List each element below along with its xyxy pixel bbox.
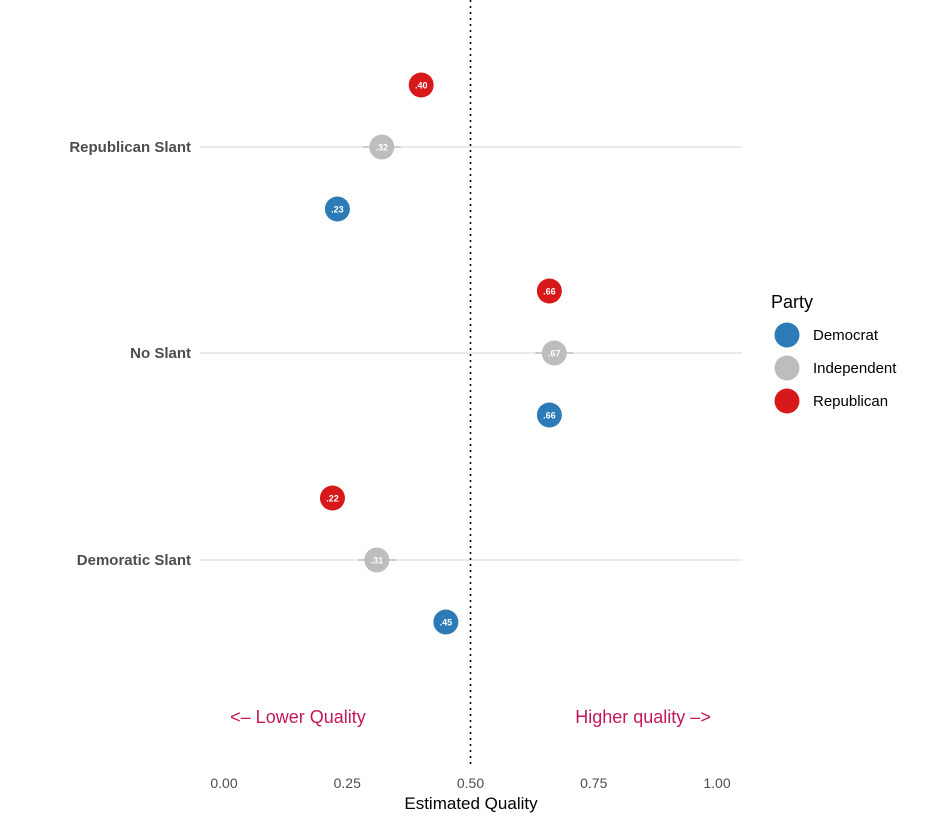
point-label-republican-1: .66 [543,287,556,297]
point-democrat-2 [433,609,459,635]
x-tick-0: 0.00 [210,775,237,791]
legend-label-independent: Independent [813,360,897,377]
y-label-1: No Slant [130,345,191,362]
legend-swatch-republican [774,388,800,414]
point-independent-0 [369,134,395,160]
point-label-independent-1: .67 [548,349,561,359]
point-independent-2 [364,547,390,573]
point-label-democrat-2: .45 [440,618,453,628]
x-tick-1: 0.25 [334,775,361,791]
point-republican-2 [319,485,345,511]
x-tick-3: 0.75 [580,775,607,791]
legend-label-democrat: Democrat [813,327,879,344]
x-axis-ticks: 0.00 0.25 0.50 0.75 1.00 [210,775,730,791]
point-independent-1 [541,340,567,366]
point-republican-1 [536,278,562,304]
annotations: <– Lower Quality Higher quality –> [230,707,711,727]
point-label-independent-0: .32 [376,143,389,153]
legend-title: Party [771,292,813,312]
annotation-1: Higher quality –> [575,707,711,727]
x-tick-2: 0.50 [457,775,484,791]
y-label-2: Demoratic Slant [77,552,191,569]
legend-swatch-independent [774,355,800,381]
point-democrat-0 [324,196,350,222]
point-label-democrat-1: .66 [543,411,556,421]
legend-label-republican: Republican [813,393,888,410]
x-axis-title: Estimated Quality [404,794,538,813]
x-tick-4: 1.00 [703,775,730,791]
point-label-republican-0: .40 [415,81,428,91]
point-republican-0 [408,72,434,98]
point-label-republican-2: .22 [326,494,339,504]
point-label-democrat-0: .23 [331,205,344,215]
data-points: .32 .67 .31 .40 .66 .22 .23 .66 .45 [319,72,574,635]
legend-swatch-democrat [774,322,800,348]
point-label-independent-2: .31 [371,556,384,566]
point-democrat-1 [536,402,562,428]
annotation-0: <– Lower Quality [230,707,366,727]
y-label-0: Republican Slant [69,139,191,156]
y-axis-labels: Republican Slant No Slant Demoratic Slant [69,139,191,569]
